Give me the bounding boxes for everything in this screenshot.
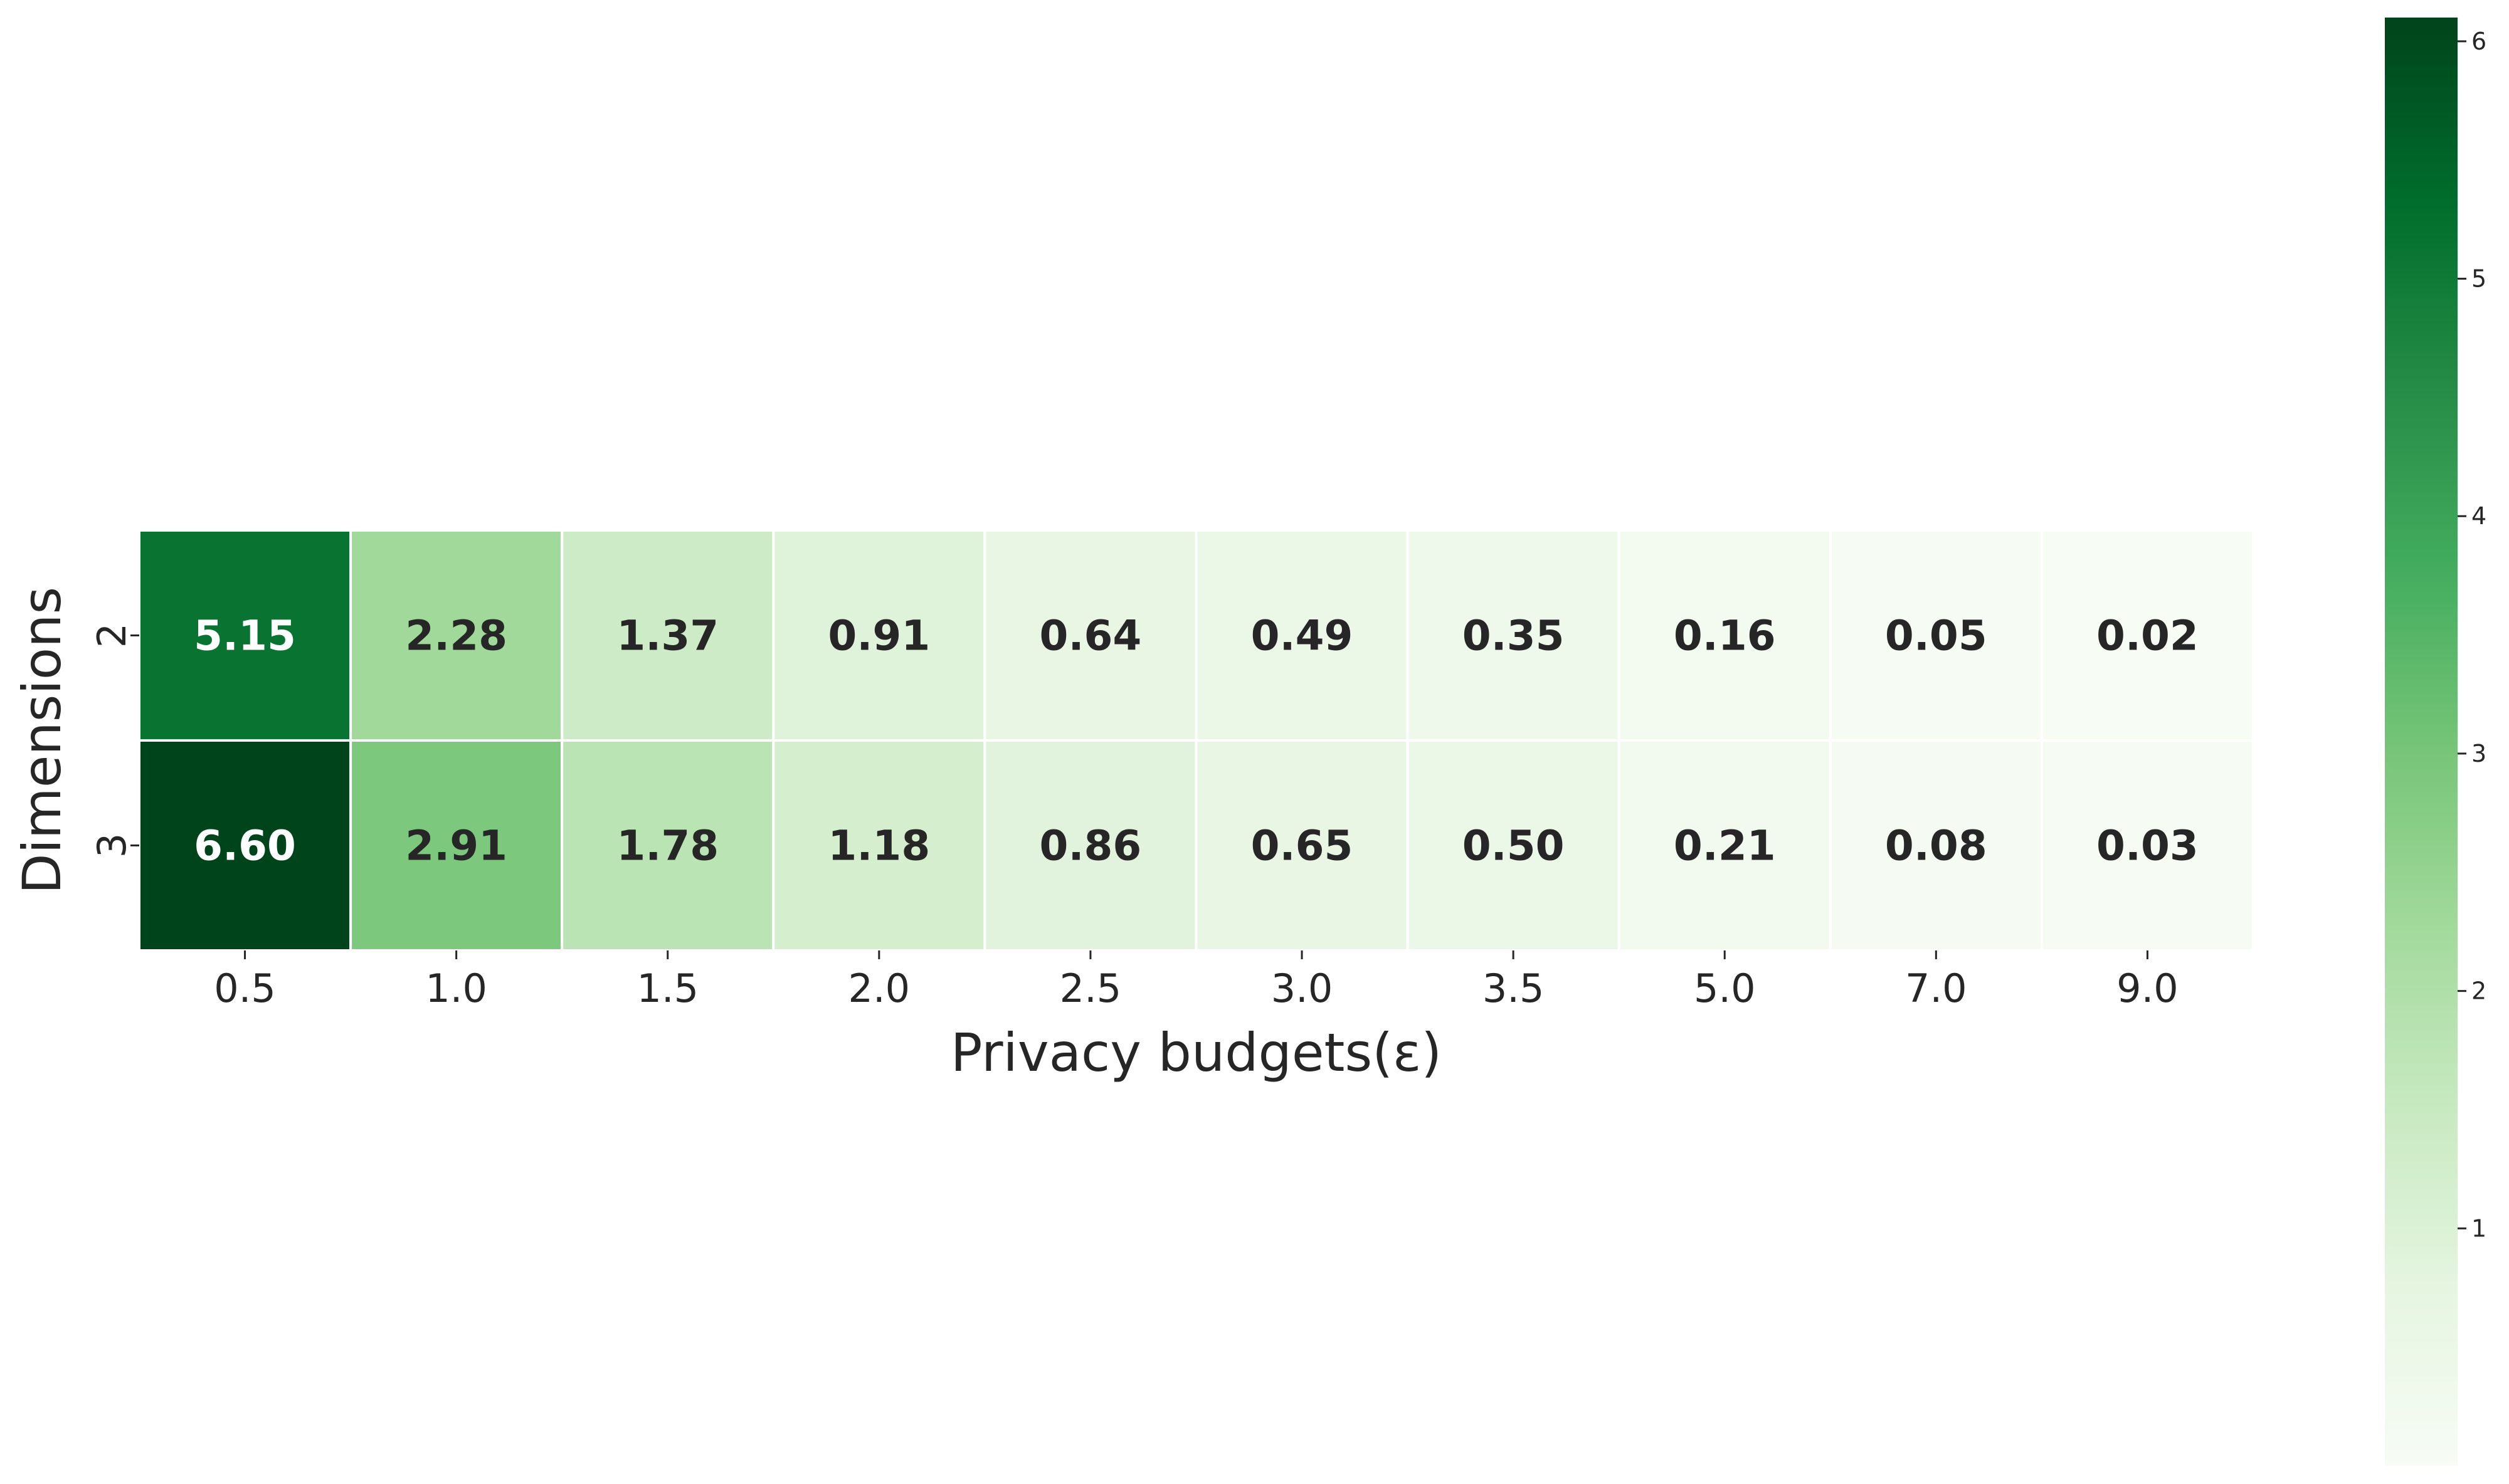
x-tick-label: 2.0 (848, 966, 911, 1011)
heatmap-cell (772, 529, 986, 742)
heatmap-cell (1406, 739, 1620, 952)
cell-value-label: 5.15 (194, 612, 296, 660)
x-tick-label: 5.0 (1694, 966, 1756, 1011)
heatmap-cell (2040, 739, 2254, 952)
heatmap-cell (772, 739, 986, 952)
y-axis-ticks: 23 (89, 623, 139, 858)
cell-value-label: 1.78 (616, 822, 719, 870)
x-tick-label: 3.5 (1482, 966, 1545, 1011)
cell-value-label: 0.49 (1251, 612, 1353, 660)
x-tick-label: 1.0 (425, 966, 487, 1011)
colorbar-tick-label: 6 (2471, 28, 2486, 55)
cell-value-label: 1.37 (616, 612, 719, 660)
colorbar-tick-label: 4 (2471, 502, 2486, 530)
heatmap-cell (561, 529, 775, 742)
heatmap-cell (561, 739, 775, 952)
x-axis-title: Privacy budgets(ε) (951, 1022, 1442, 1083)
heatmap-cell (1195, 739, 1409, 952)
cell-value-label: 2.28 (405, 612, 507, 660)
x-tick-label: 3.0 (1271, 966, 1333, 1011)
x-tick-label: 7.0 (1905, 966, 1967, 1011)
heatmap-cell (1617, 529, 1832, 742)
colorbar-tick-label: 2 (2471, 977, 2486, 1005)
cell-value-label: 2.91 (405, 822, 507, 870)
cell-value-label: 0.08 (1885, 822, 1987, 870)
cell-value-label: 0.21 (1674, 822, 1776, 870)
cell-value-label: 0.64 (1040, 612, 1142, 660)
cell-value-label: 1.18 (828, 822, 930, 870)
heatmap-cell (1195, 529, 1409, 742)
heatmap-cell (1617, 739, 1832, 952)
x-tick-label: 1.5 (636, 966, 699, 1011)
cell-value-label: 0.86 (1040, 822, 1142, 870)
colorbar-tick-label: 5 (2471, 265, 2486, 293)
heatmap-cell (983, 529, 1198, 742)
x-tick-label: 0.5 (214, 966, 276, 1011)
heatmap-cells: 5.15 2.28 1.37 0.91 0.64 0.49 0.35 0.16 0.05 0.02… (138, 529, 2254, 952)
y-tick-label: 2 (89, 623, 135, 648)
cell-value-label: 0.91 (828, 612, 930, 660)
heatmap-cell (349, 739, 564, 952)
y-axis-title: Dimensions (11, 587, 73, 894)
cell-value-label: 0.03 (2096, 822, 2199, 870)
cell-value-label: 0.35 (1462, 612, 1565, 660)
heatmap-cell (2040, 529, 2254, 742)
heatmap-cell (349, 529, 564, 742)
y-tick-label: 3 (89, 833, 135, 858)
colorbar-tick-label: 3 (2471, 740, 2486, 767)
x-tick-label: 9.0 (2116, 966, 2179, 1011)
heatmap-cell (1829, 739, 2043, 952)
colorbar-tick-label: 1 (2471, 1214, 2486, 1242)
cell-value-label: 0.50 (1462, 822, 1565, 870)
heatmap-cell (138, 529, 352, 742)
cell-value-label: 0.65 (1251, 822, 1353, 870)
cell-value-label: 0.02 (2096, 612, 2199, 660)
x-axis-ticks: 0.5 1.0 1.5 2.0 2.5 3.0 3.5 5.0 7.0 9.0 (214, 950, 2179, 1011)
cell-value-label: 0.16 (1674, 612, 1776, 660)
x-tick-label: 2.5 (1060, 966, 1122, 1011)
cell-value-label: 6.60 (194, 822, 296, 870)
cell-value-label: 0.05 (1885, 612, 1987, 660)
colorbar-ticks: 1 2 3 4 5 6 (2458, 28, 2486, 1242)
colorbar (2385, 18, 2458, 1466)
